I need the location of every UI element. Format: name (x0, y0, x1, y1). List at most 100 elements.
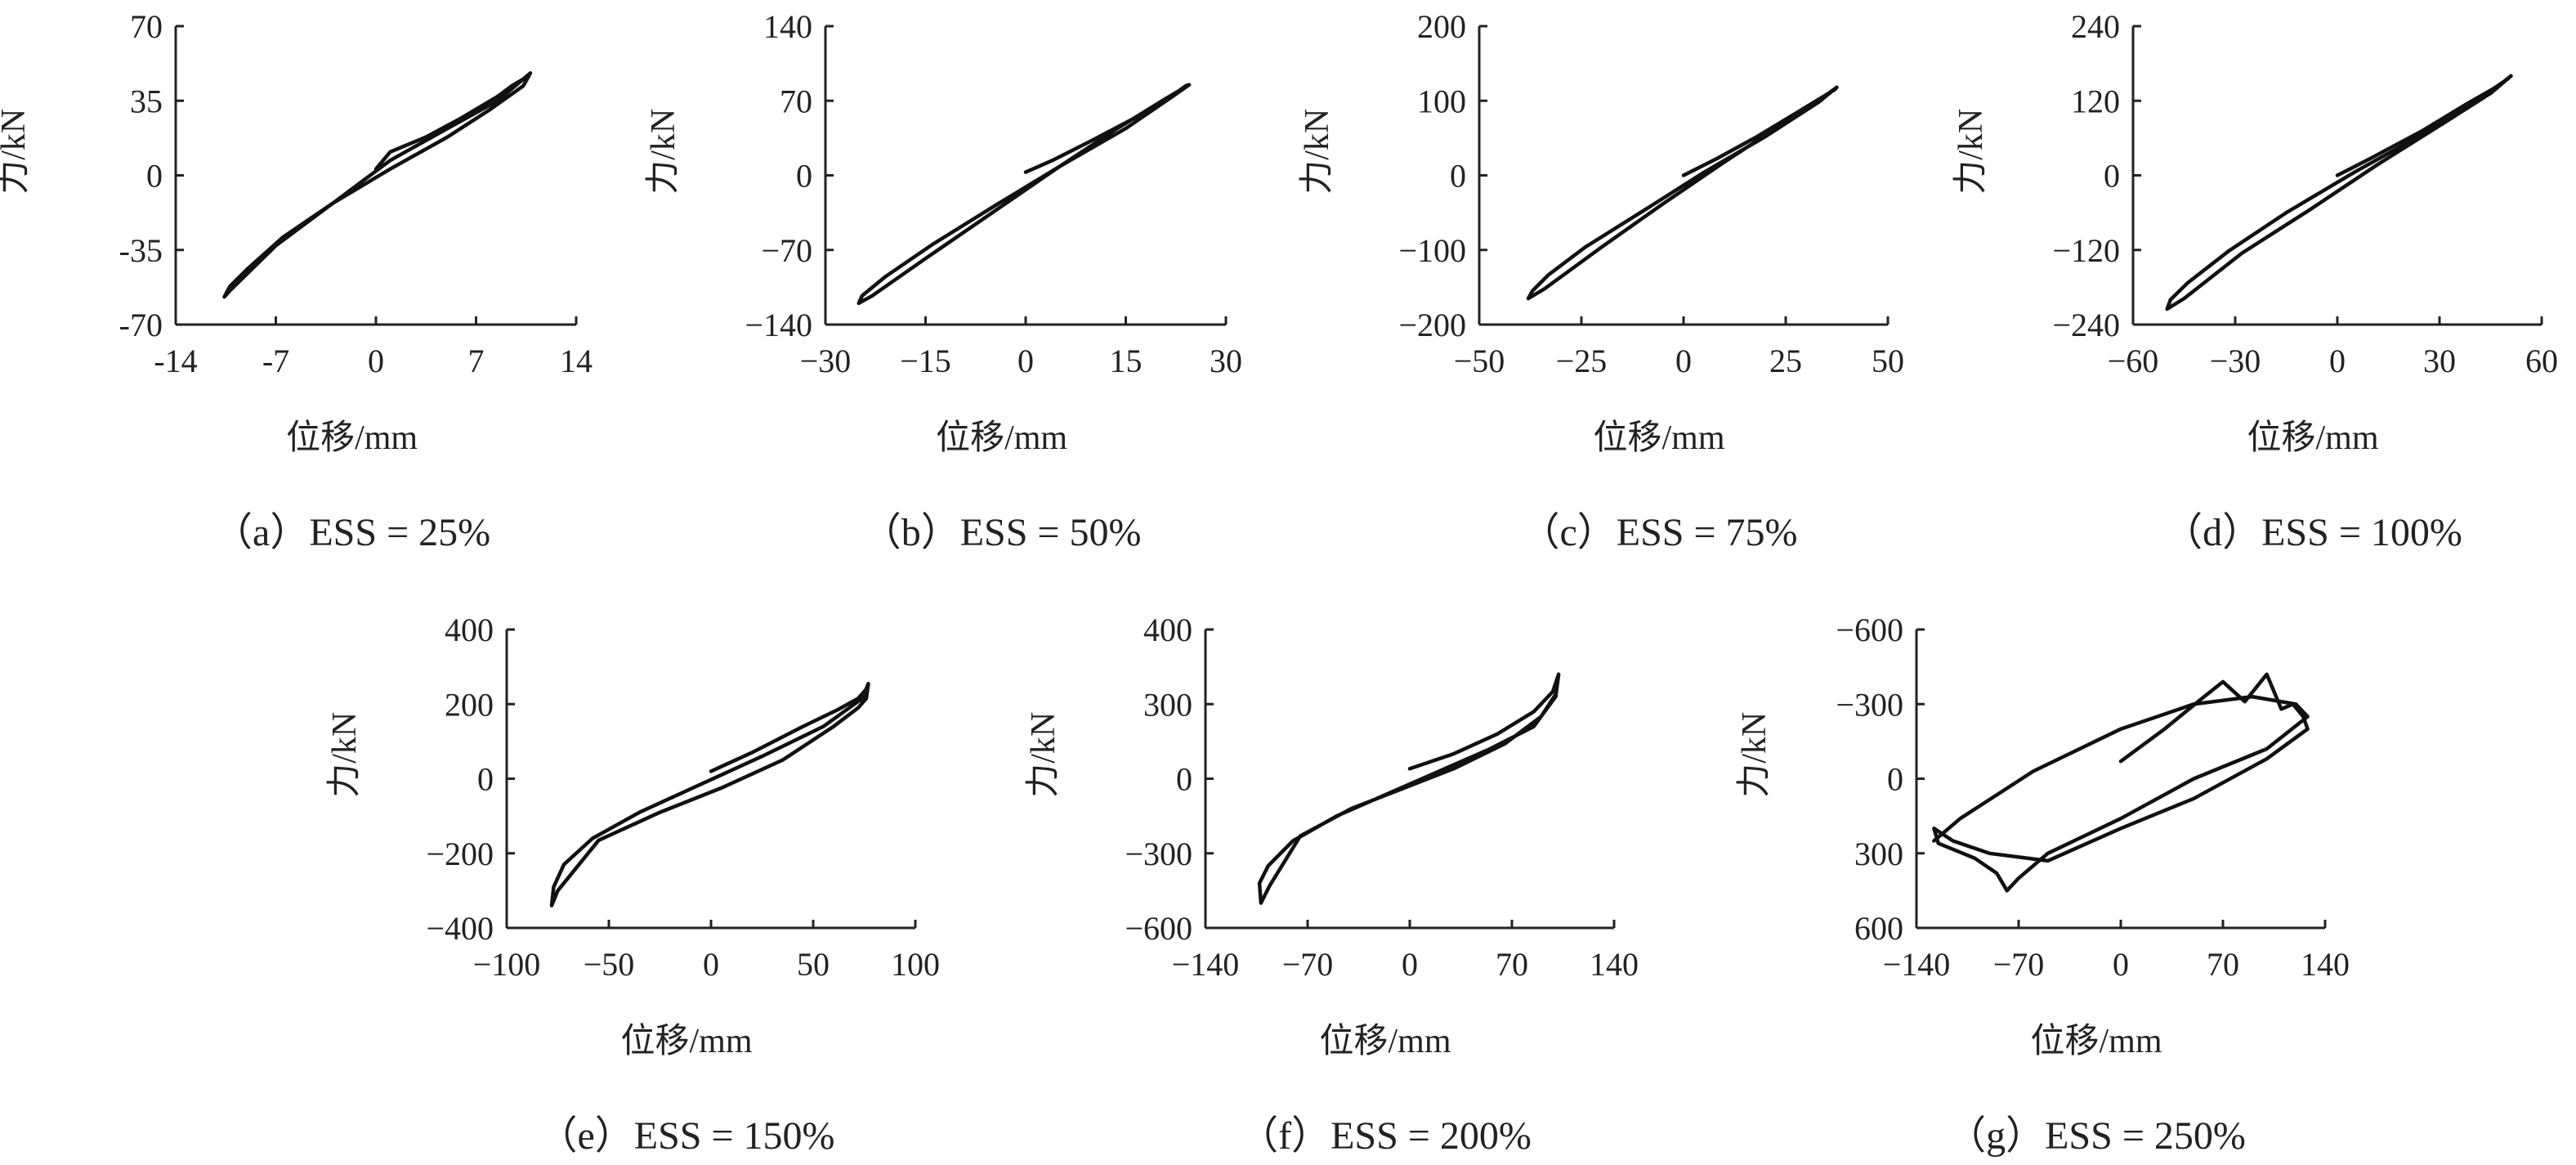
y-tick-label: 0 (2104, 158, 2120, 195)
y-axis-label: 力/kN (1952, 109, 1990, 195)
x-tick-label: 50 (1872, 343, 1904, 379)
hysteresis-curve (222, 71, 533, 299)
hysteresis-curve (1932, 672, 2310, 893)
x-axis-label: 位移/mm (1593, 419, 1724, 457)
y-tick-label: 300 (1143, 686, 1192, 723)
x-tick-label: 0 (1017, 343, 1034, 379)
x-tick-label: 14 (560, 343, 593, 379)
y-axis-label: 力/kN (1025, 712, 1062, 798)
y-axis-label: 力/kN (0, 109, 33, 195)
x-tick-label: −140 (1883, 946, 1951, 983)
x-axis-label: 位移/mm (286, 419, 418, 457)
x-tick-label: 140 (1590, 946, 1639, 983)
x-tick-label: 25 (1769, 343, 1802, 379)
hysteresis-curve (1526, 85, 1839, 301)
y-tick-label: 300 (1854, 836, 1903, 872)
y-tick-label: −200 (426, 836, 494, 872)
chart-panel-b: −140 −70 0 70 140 −30 −15 0 15 30 位移/mm 力/kN （b）ESS … (645, 8, 1242, 554)
x-tick-label: -14 (154, 343, 197, 379)
x-tick-label: 0 (703, 946, 719, 983)
y-tick-label: 120 (2071, 83, 2120, 119)
x-tick-label: 50 (797, 946, 830, 983)
y-tick-label: −600 (1125, 910, 1192, 947)
chart-panel-d: −240 −120 0 120 240 −60 −30 0 30 60 位移/mm 力/kN （d）ES… (1952, 8, 2558, 554)
x-tick-label: −70 (1993, 946, 2045, 983)
y-tick-label: 0 (1450, 158, 1466, 195)
panel-caption: （e）ESS = 150% (538, 1114, 834, 1158)
y-tick-label: 400 (1143, 612, 1192, 648)
panel-caption: （a）ESS = 25% (213, 511, 490, 554)
hysteresis-curve (549, 681, 870, 907)
x-tick-label: -7 (262, 343, 289, 379)
panel-caption: （d）ESS = 100% (2163, 511, 2462, 554)
x-tick-label: 0 (1402, 946, 1418, 983)
y-tick-label: -70 (119, 307, 163, 343)
y-axis-label: 力/kN (326, 712, 364, 798)
x-tick-label: −60 (2108, 343, 2159, 379)
panel-caption: （g）ESS = 250% (1947, 1114, 2246, 1158)
y-tick-label: −100 (1398, 232, 1466, 269)
x-tick-label: −140 (1172, 946, 1240, 983)
y-tick-label: 140 (763, 8, 812, 45)
x-tick-label: −100 (473, 946, 541, 983)
hysteresis-curve (1257, 672, 1561, 905)
y-tick-label: -35 (119, 232, 163, 269)
x-tick-label: −25 (1556, 343, 1608, 379)
x-tick-label: 0 (2113, 946, 2129, 983)
y-axis-label: 力/kN (1736, 712, 1773, 798)
x-axis-label: 位移/mm (936, 419, 1067, 457)
x-tick-label: 0 (2329, 343, 2346, 379)
x-tick-label: −50 (584, 946, 635, 983)
y-tick-label: 35 (130, 83, 163, 119)
y-tick-label: −300 (1836, 686, 1903, 723)
chart-panel-e: −400 −200 0 200 400 −100 −50 0 50 100 位移/mm 力/kN （e）… (326, 612, 940, 1158)
y-tick-label: 400 (445, 612, 494, 648)
x-tick-label: 100 (891, 946, 940, 983)
panel-caption: （b）ESS = 50% (862, 511, 1142, 554)
y-tick-label: 0 (1176, 761, 1192, 798)
y-tick-label: 600 (1854, 910, 1903, 947)
y-tick-label: 200 (1417, 8, 1466, 45)
hysteresis-curve (856, 83, 1192, 306)
y-tick-label: −400 (426, 910, 494, 947)
x-tick-label: −50 (1454, 343, 1505, 379)
x-tick-label: −15 (900, 343, 951, 379)
chart-panel-f: −600 −300 0 300 400 −140 −70 0 70 140 位移/mm 力/kN （f）… (1025, 612, 1639, 1158)
y-tick-label: 100 (1417, 83, 1466, 119)
x-axis-label: 位移/mm (620, 1022, 752, 1060)
x-tick-label: 70 (1496, 946, 1528, 983)
y-tick-label: −600 (1836, 612, 1903, 648)
chart-panel-g: 600 300 0 −300 −600 −140 −70 0 70 140 位移/mm 力/kN （g）… (1736, 612, 2350, 1158)
x-tick-label: 0 (1675, 343, 1692, 379)
x-tick-label: 15 (1110, 343, 1143, 379)
y-tick-label: −140 (745, 307, 812, 343)
chart-panel-c: −200 −100 0 100 200 −50 −25 0 25 50 位移/mm 力/kN （c）ES… (1299, 8, 1904, 554)
y-tick-label: −120 (2052, 232, 2120, 269)
y-axis-label: 力/kN (1299, 109, 1336, 195)
y-tick-label: 240 (2071, 8, 2120, 45)
y-tick-label: −200 (1398, 307, 1466, 343)
x-axis-label: 位移/mm (2247, 419, 2378, 457)
x-tick-label: 140 (2301, 946, 2350, 983)
x-axis-label: 位移/mm (2030, 1022, 2162, 1060)
x-tick-label: −70 (1282, 946, 1334, 983)
y-tick-label: −70 (761, 232, 812, 269)
x-tick-label: −30 (2210, 343, 2261, 379)
x-tick-label: 0 (368, 343, 384, 379)
y-tick-label: 0 (1887, 761, 1903, 798)
x-tick-label: 30 (1210, 343, 1242, 379)
x-axis-label: 位移/mm (1319, 1022, 1451, 1060)
y-tick-label: −300 (1125, 836, 1192, 872)
panel-caption: （f）ESS = 200% (1239, 1114, 1532, 1158)
x-tick-label: 70 (2207, 946, 2239, 983)
y-axis-label: 力/kN (645, 109, 682, 195)
y-tick-label: 200 (445, 686, 494, 723)
x-tick-label: 60 (2525, 343, 2558, 379)
x-tick-label: 30 (2423, 343, 2456, 379)
x-tick-label: −30 (800, 343, 852, 379)
x-tick-label: 7 (468, 343, 485, 379)
hysteresis-curve (2165, 74, 2513, 311)
y-tick-label: 0 (146, 158, 163, 195)
